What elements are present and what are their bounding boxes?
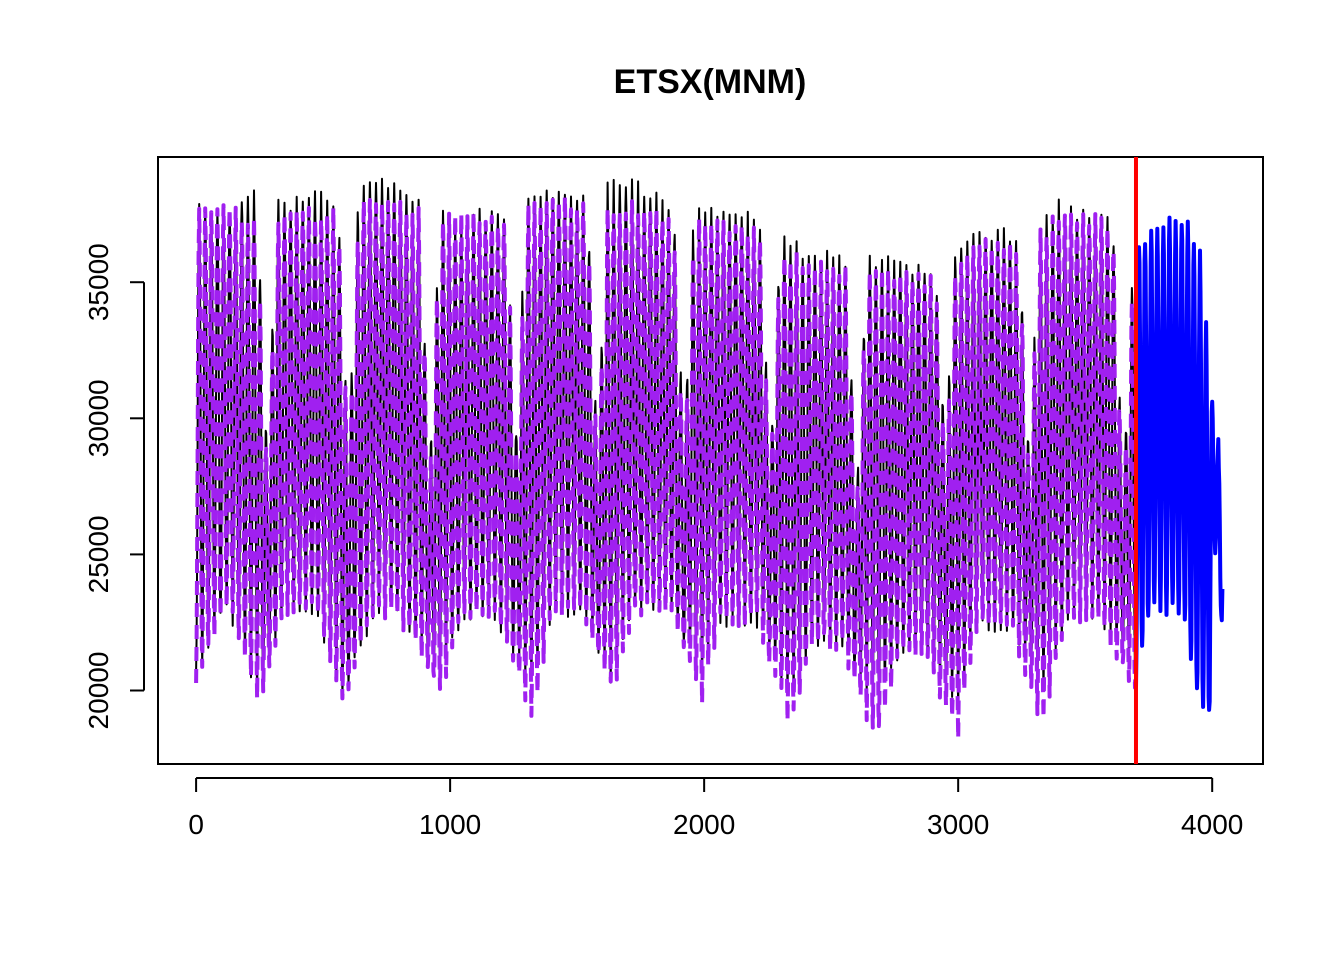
y-axis: 20000 25000 30000 35000 [83, 243, 145, 730]
series-fitted-line [194, 194, 1138, 741]
y-tick-label: 30000 [83, 379, 114, 457]
chart-title: ETSX(MNM) [614, 63, 807, 101]
x-tick-label: 3000 [927, 809, 989, 840]
y-tick-label: 25000 [83, 515, 114, 593]
plot-frame [157, 156, 1264, 765]
series-forecast-line [1134, 215, 1225, 712]
x-tick-label: 1000 [419, 809, 481, 840]
y-tick-label: 20000 [83, 652, 114, 730]
x-tick-label: 0 [188, 809, 204, 840]
y-tick-label: 35000 [83, 243, 114, 321]
plot-area [194, 177, 1225, 741]
x-axis: 0 1000 2000 3000 4000 [188, 777, 1243, 840]
x-tick-label: 4000 [1181, 809, 1243, 840]
x-tick-label: 2000 [673, 809, 735, 840]
